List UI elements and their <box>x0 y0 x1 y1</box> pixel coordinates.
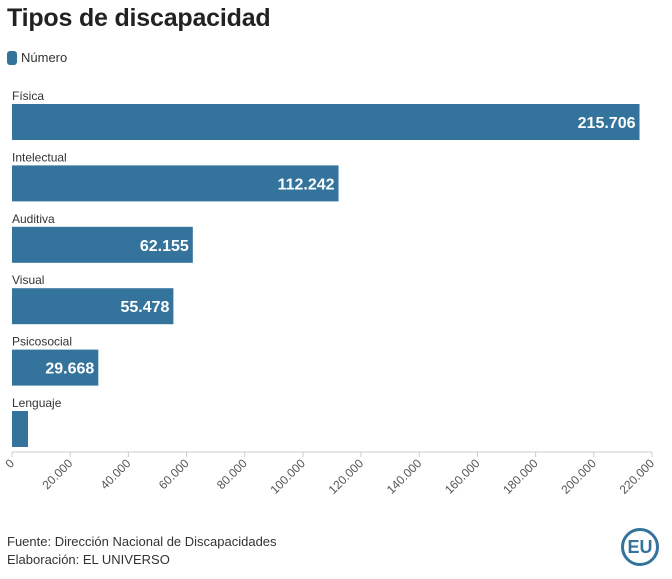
el-universo-logo: EU <box>621 528 659 566</box>
source-note: Fuente: Dirección Nacional de Discapacid… <box>7 534 277 549</box>
value-label-intelectual: 112.242 <box>278 176 335 193</box>
bar-intelectual <box>12 165 339 202</box>
bar-chart: Física 215.706 Intelectual 112.242 Auditiva 6… <box>2 89 658 497</box>
x-tick-label-8: 160.000 <box>442 456 483 497</box>
value-label-auditiva: 62.155 <box>140 238 189 255</box>
x-tick-label-1: 20.000 <box>39 456 75 492</box>
legend-label: Número <box>21 50 68 65</box>
bar-auditiva <box>12 226 193 263</box>
category-label-intelectual: Intelectual <box>12 150 67 164</box>
category-label-lenguaje: Lenguaje <box>12 396 62 410</box>
bar-psicosocial <box>12 349 99 386</box>
x-tick-label-0: 0 <box>2 456 17 471</box>
legend: Número <box>7 50 67 65</box>
value-label-visual: 55.478 <box>120 299 169 316</box>
chart-title: Tipos de discapacidad <box>7 4 271 32</box>
legend-swatch <box>7 50 17 65</box>
x-tick-label-4: 80.000 <box>214 456 250 492</box>
x-tick-label-5: 100.000 <box>267 456 308 497</box>
value-label-psicosocial: 29.668 <box>45 361 94 378</box>
category-label-fisica: Física <box>12 89 44 103</box>
x-tick-label-10: 200.000 <box>558 456 599 497</box>
category-label-psicosocial: Psicosocial <box>12 335 72 349</box>
x-tick-label-2: 40.000 <box>98 456 134 492</box>
x-tick-label-7: 140.000 <box>384 456 425 497</box>
bar-lenguaje <box>12 411 28 447</box>
value-label-fisica: 215.706 <box>578 115 636 132</box>
x-tick-label-11: 220.000 <box>617 456 658 497</box>
x-tick-label-9: 180.000 <box>500 456 541 497</box>
bar-visual <box>12 288 174 325</box>
credit-note: Elaboración: EL UNIVERSO <box>7 552 170 567</box>
category-label-auditiva: Auditiva <box>12 212 55 226</box>
category-label-visual: Visual <box>12 273 44 287</box>
x-tick-label-3: 60.000 <box>156 456 192 492</box>
x-tick-label-6: 120.000 <box>326 456 367 497</box>
bar-fisica <box>12 104 640 140</box>
